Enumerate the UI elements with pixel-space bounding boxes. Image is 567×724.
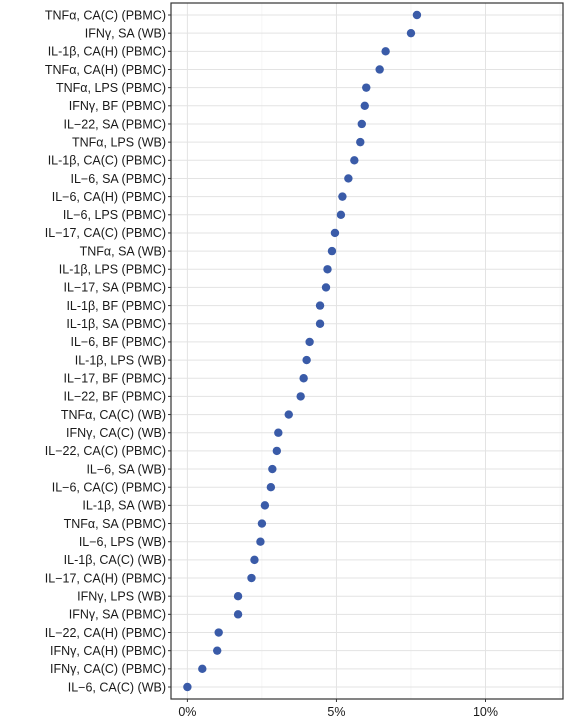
y-tick-label: IL−6, SA (WB) [86,462,166,476]
data-point [260,501,270,510]
y-tick-label: IL-1β, CA(C) (PBMC) [48,154,166,168]
y-tick-label: IL-1β, CA(C) (WB) [64,553,166,567]
y-axis: TNFα, CA(C) (PBMC) IFNγ, SA (WB) IL-1β, CA… [45,8,171,694]
y-tick-label: IFNγ, LPS (WB) [77,589,166,603]
y-tick-label: TNFα, CA(C) (WB) [61,408,166,422]
data-point [330,228,340,238]
y-tick-label: IL−6, CA(C) (PBMC) [52,481,166,495]
data-point [375,65,384,74]
y-tick-label: IL−6, BF (PBMC) [70,335,166,349]
y-tick-label: IFNγ, SA (WB) [85,26,166,40]
data-point [323,265,332,274]
data-point [213,646,222,655]
y-tick-label: TNFα, LPS (WB) [72,135,166,149]
grid-lines [171,3,563,699]
y-tick-label: TNFα, LPS (PBMC) [56,81,166,95]
data-point [296,392,305,401]
data-point [274,428,283,437]
data-point [198,664,207,674]
y-tick-label: IL−17, CA(H) (PBMC) [45,571,166,585]
data-point [183,682,192,692]
data-point [350,156,359,165]
y-tick-label: IL-1β, SA (PBMC) [66,317,166,331]
y-tick-label: TNFα, SA (PBMC) [64,517,166,531]
data-point [299,374,308,383]
data-points [183,10,422,692]
y-tick-label: IL−22, SA (PBMC) [64,117,166,131]
data-point [381,47,390,56]
data-point [362,83,371,92]
data-point [412,10,422,20]
y-tick-label: IL−17, BF (PBMC) [64,372,166,386]
y-tick-label: TNFα, SA (WB) [80,244,166,258]
data-point [315,319,325,328]
data-point [233,610,243,619]
data-point [357,119,366,129]
data-point [338,192,347,201]
data-point [256,537,265,546]
y-tick-label: IL−6, LPS (WB) [79,535,166,549]
y-tick-label: IL−6, CA(C) (WB) [68,680,166,694]
y-tick-label: IL-1β, LPS (PBMC) [59,263,166,277]
plot-border [170,2,564,700]
y-tick-label: IFNγ, SA (PBMC) [69,608,166,622]
y-tick-label: IL−17, SA (PBMC) [64,281,166,295]
data-point [272,446,282,456]
y-tick-label: IFNγ, CA(H) (PBMC) [50,644,166,658]
data-point [302,355,311,365]
data-point [247,573,256,583]
data-point [268,464,277,474]
y-tick-label: TNFα, CA(H) (PBMC) [45,63,166,77]
x-tick-label: 0% [178,705,196,719]
y-tick-label: TNFα, CA(C) (PBMC) [45,8,166,22]
y-tick-label: IL-1β, BF (PBMC) [66,299,166,313]
x-axis: 0% 5% 10% [178,699,498,719]
data-point [233,591,243,601]
data-point [344,174,353,183]
data-point [284,410,293,419]
y-tick-label: IL-1β, LPS (WB) [75,353,166,367]
data-point [305,337,314,347]
y-tick-label: IL−22, BF (PBMC) [64,390,166,404]
data-point [214,628,223,637]
y-tick-label: IL−6, SA (PBMC) [70,172,166,186]
data-point [360,101,369,111]
data-point [356,137,365,147]
y-tick-label: IFNγ, BF (PBMC) [69,99,166,113]
y-tick-label: IL-1β, SA (WB) [82,499,166,513]
y-tick-label: IL−22, CA(H) (PBMC) [45,626,166,640]
plot-panel [171,3,563,699]
data-point [327,246,337,256]
data-point [336,210,346,219]
y-tick-label: IFNγ, CA(C) (WB) [66,426,166,440]
data-point [315,301,325,310]
data-point [257,519,267,528]
data-point [406,28,416,38]
y-tick-label: IFNγ, CA(C) (PBMC) [50,662,166,676]
y-tick-label: IL−6, CA(H) (PBMC) [52,190,166,204]
x-tick-label: 10% [473,705,498,719]
data-point [266,483,276,492]
data-point [250,555,259,565]
y-tick-label: IL−6, LPS (PBMC) [63,208,166,222]
y-tick-label: IL−17, CA(C) (PBMC) [45,226,166,240]
y-tick-label: IL−22, CA(C) (PBMC) [45,444,166,458]
y-tick-label: IL-1β, CA(H) (PBMC) [48,45,166,59]
data-point [321,283,331,292]
x-tick-label: 5% [327,705,345,719]
